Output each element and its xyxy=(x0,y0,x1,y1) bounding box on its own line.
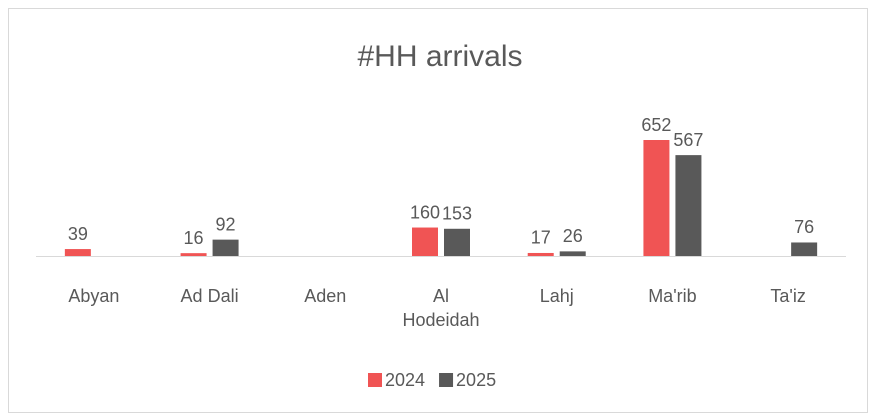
bar xyxy=(527,252,554,256)
bar xyxy=(675,155,702,256)
x-tick-label: Al Hodeidah xyxy=(402,286,480,330)
data-label: 26 xyxy=(563,226,583,246)
data-label: 153 xyxy=(442,204,472,224)
x-tick-label: Ma'rib xyxy=(648,286,697,306)
bar xyxy=(643,140,670,256)
bar xyxy=(444,228,470,256)
legend-label: 2024 xyxy=(385,370,425,390)
bar xyxy=(412,227,438,256)
bar xyxy=(64,249,91,256)
legend-swatch xyxy=(368,373,382,387)
x-tick-label: Lahj xyxy=(539,286,574,306)
data-label: 652 xyxy=(641,115,671,135)
data-label: 567 xyxy=(673,130,703,150)
data-label: 39 xyxy=(68,224,88,244)
legend-swatch xyxy=(439,373,454,387)
chart-frame xyxy=(8,8,868,413)
bar xyxy=(791,242,818,256)
data-label: 160 xyxy=(410,202,440,222)
bar xyxy=(180,253,207,256)
data-label: 76 xyxy=(794,217,814,237)
data-label: 16 xyxy=(184,228,204,248)
legend-label: 2025 xyxy=(456,370,496,390)
data-label: 92 xyxy=(216,214,236,234)
x-tick-label: Ad Dali xyxy=(180,286,239,306)
bar xyxy=(559,251,586,256)
bar xyxy=(212,239,239,256)
chart-title: #HH arrivals xyxy=(357,40,522,73)
x-tick-label: Aden xyxy=(304,286,347,306)
x-tick-label: Ta'iz xyxy=(770,286,806,306)
x-tick-label: Abyan xyxy=(68,286,120,306)
data-label: 17 xyxy=(531,228,551,248)
